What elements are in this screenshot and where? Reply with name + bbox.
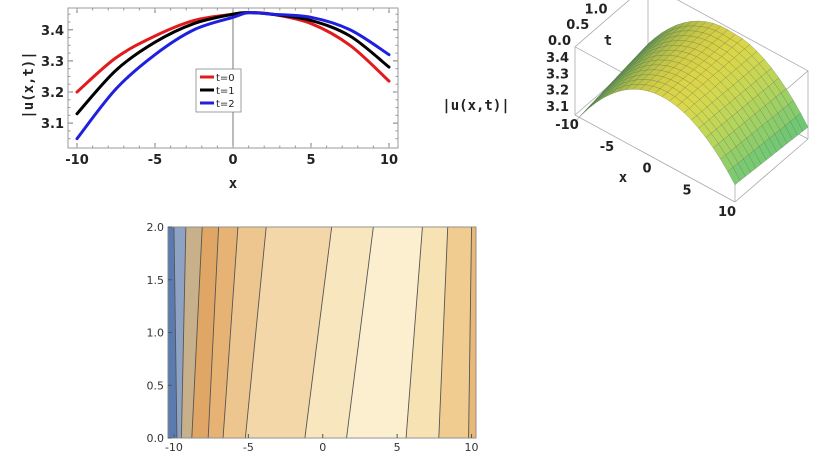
contour-x-tick-label: 10: [465, 441, 479, 454]
x-tick-label: 10: [380, 153, 398, 168]
contour-line: [191, 226, 203, 439]
surface-z-tick-label: 3.4: [546, 51, 569, 66]
contour-x-tick-label: 5: [394, 441, 401, 454]
contour-band: [438, 227, 472, 438]
contour-y-tick-label: 0.5: [147, 379, 165, 392]
contour-line: [405, 226, 423, 439]
surface-box-edge: [676, 0, 809, 72]
contour-x-tick-label: -5: [243, 441, 254, 454]
line-chart-ylabel: |u(x,t)|: [21, 51, 37, 118]
contour-band: [191, 227, 219, 438]
series-line-t=2: [75, 11, 391, 141]
legend-label-t=0: t=0: [216, 73, 235, 84]
y-tick-label: 3.1: [41, 117, 64, 132]
contour-line: [207, 226, 220, 439]
surface-x-tick-label: 5: [682, 183, 691, 198]
contour-line: [438, 226, 449, 439]
surface-t-tick-label: 0.0: [548, 34, 571, 49]
contour-band: [208, 227, 238, 438]
contour-line: [180, 226, 187, 439]
contour-line: [346, 226, 374, 439]
contour-line: [244, 226, 267, 439]
legend-label-t=2: t=2: [216, 99, 235, 110]
contour-y-tick-label: 0.0: [147, 432, 165, 445]
legend-label-t=1: t=1: [216, 86, 235, 97]
surface-x-tick-label: 10: [718, 205, 736, 220]
surface-z-tick-label: 3.3: [546, 67, 569, 82]
y-tick-label: 3.3: [41, 55, 64, 70]
contour-x-tick-label: 0: [319, 441, 326, 454]
surface-t-tick-label: 1.0: [584, 2, 607, 17]
surface-patch: [727, 167, 741, 186]
contour-line: [173, 226, 178, 439]
surface-box-edge: [574, 0, 630, 48]
surface-z-tick-label: 3.2: [546, 84, 569, 99]
contour-y-tick-label: 2.0: [147, 221, 165, 234]
line-chart-xlabel: x: [229, 176, 238, 192]
surface-x-tick-label: 0: [642, 162, 651, 177]
contour-band: [346, 227, 423, 438]
x-tick-label: -10: [65, 153, 89, 168]
contour-band: [223, 227, 267, 438]
contour-y-tick-label: 1.0: [147, 327, 165, 340]
surface-z-tick-label: 3.1: [546, 100, 569, 115]
contour-line: [222, 226, 239, 439]
surface-chart-tlabel: t: [604, 33, 612, 49]
contour-line: [468, 226, 472, 439]
surface-box-edge: [574, 114, 736, 203]
contour-band: [468, 227, 476, 438]
surface-t-tick-label: 1.5: [603, 0, 626, 2]
surface-t-tick-label: 0.5: [566, 18, 589, 33]
surface-x-tick-label: -5: [600, 140, 614, 155]
x-tick-label: 0: [228, 153, 237, 168]
x-tick-label: -5: [148, 153, 162, 168]
y-tick-label: 3.4: [41, 24, 64, 39]
contour-band: [406, 227, 448, 438]
surface-box-edge: [734, 138, 809, 203]
surface-x-tick-label: -10: [555, 118, 579, 133]
contour-band: [181, 227, 203, 438]
contour-band: [304, 227, 374, 438]
contour-band: [245, 227, 332, 438]
contour-x-tick-label: -10: [165, 441, 183, 454]
contour-y-tick-label: 1.5: [147, 274, 165, 287]
x-tick-label: 5: [306, 153, 315, 168]
surface-chart-zlabel: |u(x,t)|: [442, 98, 509, 114]
contour-line: [304, 226, 333, 439]
y-tick-label: 3.2: [41, 86, 64, 101]
contour-band: [173, 227, 186, 438]
surface-chart-xlabel: x: [619, 170, 628, 186]
